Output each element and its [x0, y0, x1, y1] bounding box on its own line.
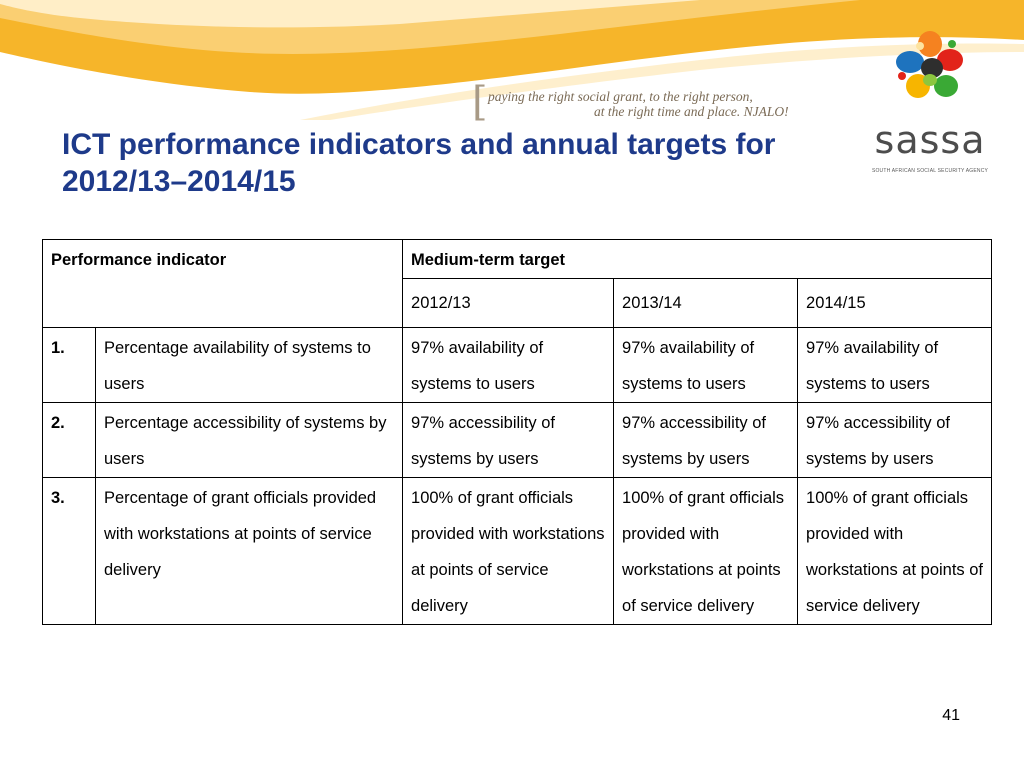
- slide-title-line-2: 2012/13–2014/15: [62, 165, 296, 198]
- year-header: 2012/13: [402, 278, 615, 328]
- target-cell: 97% accessibility of systems by users: [613, 402, 799, 478]
- logo-subtitle: SOUTH AFRICAN SOCIAL SECURITY AGENCY: [871, 168, 989, 174]
- table-row: 3. Percentage of grant officials provide…: [42, 477, 993, 625]
- target-cell: 97% availability of systems to users: [797, 327, 993, 403]
- row-number: 3.: [42, 477, 96, 625]
- row-number: 1.: [42, 327, 96, 403]
- header-performance-indicator: Performance indicator: [41, 239, 404, 328]
- target-cell: 100% of grant officials provided with wo…: [797, 477, 993, 625]
- targets-table: Performance indicator Medium-term target…: [41, 239, 993, 625]
- tagline-bracket: [: [472, 79, 488, 125]
- table-row: 1. Percentage availability of systems to…: [42, 327, 993, 403]
- logo-wordmark: sassa: [874, 118, 986, 162]
- table-row: 2. Percentage accessibility of systems b…: [42, 402, 993, 478]
- hands-logo-icon: [896, 31, 963, 98]
- target-cell: 100% of grant officials provided with wo…: [402, 477, 615, 625]
- page-number: 41: [942, 707, 960, 724]
- tagline-line-1: paying the right social grant, to the ri…: [488, 89, 753, 104]
- tagline: [ paying the right social grant, to the …: [472, 82, 812, 126]
- row-number: 2.: [42, 402, 96, 478]
- table-header-row: Performance indicator Medium-term target: [41, 239, 993, 328]
- header-medium-term-target: Medium-term target: [402, 239, 993, 279]
- table-year-row: 2012/13 2013/14 2014/15: [43, 278, 993, 328]
- sassa-logo: sassa SOUTH AFRICAN SOCIAL SECURITY AGEN…: [866, 28, 994, 174]
- target-cell: 97% availability of systems to users: [613, 327, 799, 403]
- indicator-cell: Percentage accessibility of systems by u…: [94, 402, 404, 478]
- slide-title-line-1: ICT performance indicators and annual ta…: [62, 128, 776, 161]
- target-cell: 97% availability of systems to users: [402, 327, 615, 403]
- slide-title: ICT performance indicators and annual ta…: [62, 126, 892, 200]
- year-header: 2014/15: [797, 278, 993, 328]
- tagline-line-2: at the right time and place. NJALO!: [594, 104, 789, 119]
- header-swoosh-graphic: [0, 0, 1024, 120]
- indicator-cell: Percentage of grant officials provided w…: [94, 477, 404, 625]
- target-cell: 97% accessibility of systems by users: [797, 402, 993, 478]
- target-cell: 100% of grant officials provided with wo…: [613, 477, 799, 625]
- indicator-cell: Percentage availability of systems to us…: [94, 327, 404, 403]
- year-header: 2013/14: [613, 278, 799, 328]
- target-cell: 97% accessibility of systems by users: [402, 402, 615, 478]
